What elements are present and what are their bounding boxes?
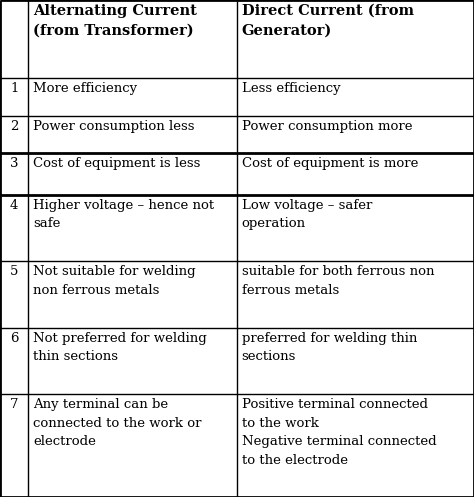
Text: preferred for welding thin
sections: preferred for welding thin sections [242,331,417,363]
Text: Cost of equipment is less: Cost of equipment is less [33,157,201,170]
Text: 4: 4 [10,199,18,212]
Text: Low voltage – safer
operation: Low voltage – safer operation [242,199,372,230]
Text: 6: 6 [10,331,18,344]
Text: Positive terminal connected
to the work
Negative terminal connected
to the elect: Positive terminal connected to the work … [242,398,437,467]
Text: 3: 3 [10,157,18,170]
Text: Power consumption less: Power consumption less [33,120,195,133]
Text: 2: 2 [10,120,18,133]
Text: Cost of equipment is more: Cost of equipment is more [242,157,418,170]
Text: 5: 5 [10,265,18,278]
Text: Power consumption more: Power consumption more [242,120,412,133]
Text: Any terminal can be
connected to the work or
electrode: Any terminal can be connected to the wor… [33,398,201,448]
Text: Not preferred for welding
thin sections: Not preferred for welding thin sections [33,331,207,363]
Text: Not suitable for welding
non ferrous metals: Not suitable for welding non ferrous met… [33,265,196,297]
Text: Alternating Current
(from Transformer): Alternating Current (from Transformer) [33,4,197,38]
Text: suitable for both ferrous non
ferrous metals: suitable for both ferrous non ferrous me… [242,265,434,297]
Text: 7: 7 [10,398,18,411]
Text: Higher voltage – hence not
safe: Higher voltage – hence not safe [33,199,214,230]
Text: Direct Current (from
Generator): Direct Current (from Generator) [242,4,414,38]
Text: More efficiency: More efficiency [33,82,137,95]
Text: Less efficiency: Less efficiency [242,82,340,95]
Text: 1: 1 [10,82,18,95]
